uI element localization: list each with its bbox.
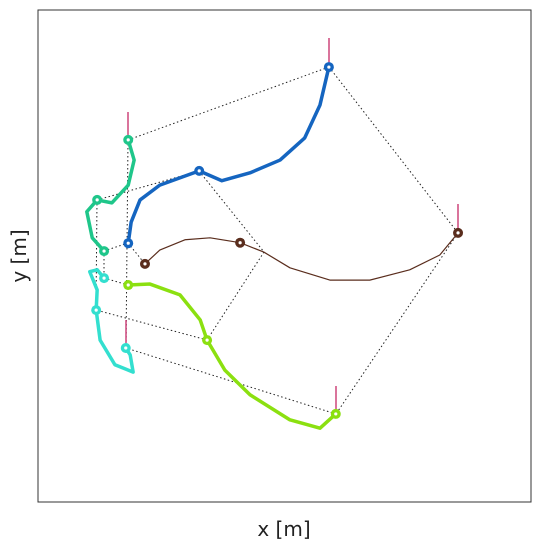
trajectory: [144, 232, 459, 281]
robot-marker-center: [94, 308, 98, 312]
robot-marker-center: [334, 412, 338, 416]
plot-frame: [37, 9, 532, 503]
robot-marker-center: [197, 169, 201, 173]
robot-marker-center: [126, 241, 130, 245]
robot-marker-center: [327, 65, 331, 69]
robot-marker-center: [102, 276, 106, 280]
y-axis-label: y [m]: [7, 229, 31, 282]
robot-marker-center: [143, 262, 147, 266]
trajectory: [88, 268, 135, 374]
robot-marker-center: [126, 283, 130, 287]
robot-marker-center: [102, 249, 106, 253]
trajectory: [85, 138, 136, 253]
robot-marker-center: [126, 138, 130, 142]
trajectory: [126, 65, 331, 245]
robot-marker-center: [95, 198, 99, 202]
robot-marker-center: [238, 241, 242, 245]
x-axis-label: x [m]: [257, 517, 310, 541]
trajectory: [126, 282, 338, 430]
robot-marker-center: [456, 231, 460, 235]
robot-marker-center: [205, 338, 209, 342]
robot-marker-center: [124, 346, 128, 350]
